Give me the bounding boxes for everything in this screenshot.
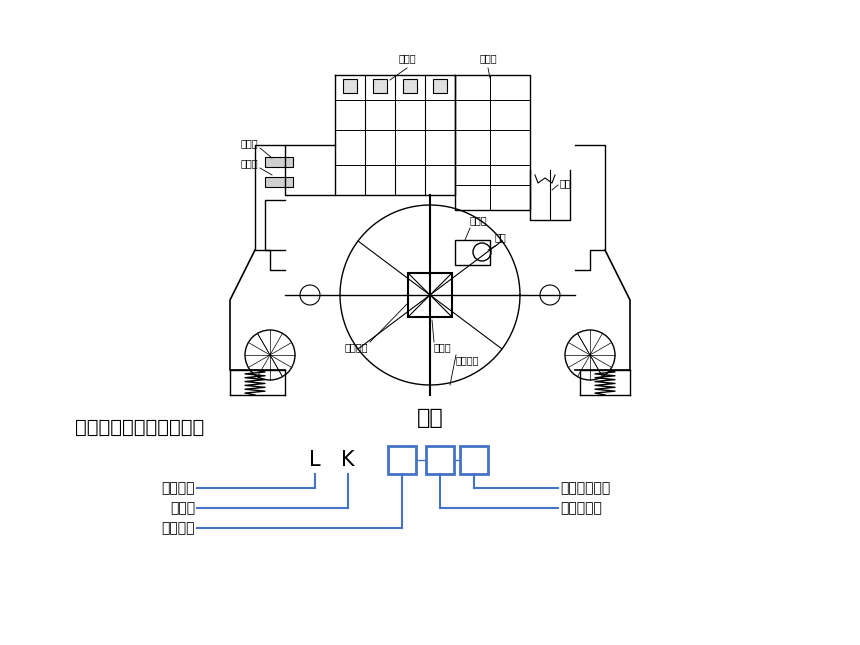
Bar — [408, 273, 452, 317]
Text: 复位弹簧: 复位弹簧 — [456, 355, 480, 365]
Bar — [373, 79, 387, 93]
Text: 主令电器: 主令电器 — [162, 481, 195, 495]
Bar — [388, 446, 416, 474]
Text: K: K — [341, 450, 355, 470]
Text: 主令控制器的型号及含义: 主令控制器的型号及含义 — [75, 418, 205, 437]
Bar — [455, 240, 490, 265]
Bar — [403, 79, 417, 93]
Text: 动触头: 动触头 — [241, 158, 258, 168]
Text: 方形转轴: 方形转轴 — [345, 342, 368, 352]
Text: 凸轮块: 凸轮块 — [470, 215, 488, 225]
Text: 控制回路数: 控制回路数 — [560, 501, 602, 515]
Bar — [343, 79, 357, 93]
Text: 转动轴: 转动轴 — [434, 342, 452, 352]
Text: L: L — [310, 450, 321, 470]
Text: 控制器: 控制器 — [170, 501, 195, 515]
Bar — [265, 157, 293, 167]
Bar — [433, 79, 447, 93]
Text: 结构: 结构 — [416, 408, 444, 428]
Text: 设计序号: 设计序号 — [162, 521, 195, 535]
Text: 接线柱: 接线柱 — [398, 53, 416, 63]
Text: 静触头: 静触头 — [241, 138, 258, 148]
Text: 支架: 支架 — [560, 178, 572, 188]
Bar — [265, 177, 293, 187]
Text: 绝缘板: 绝缘板 — [479, 53, 497, 63]
Bar — [426, 446, 454, 474]
Text: 小轮: 小轮 — [495, 232, 507, 242]
Bar — [460, 446, 488, 474]
Text: 结构形式代号: 结构形式代号 — [560, 481, 611, 495]
